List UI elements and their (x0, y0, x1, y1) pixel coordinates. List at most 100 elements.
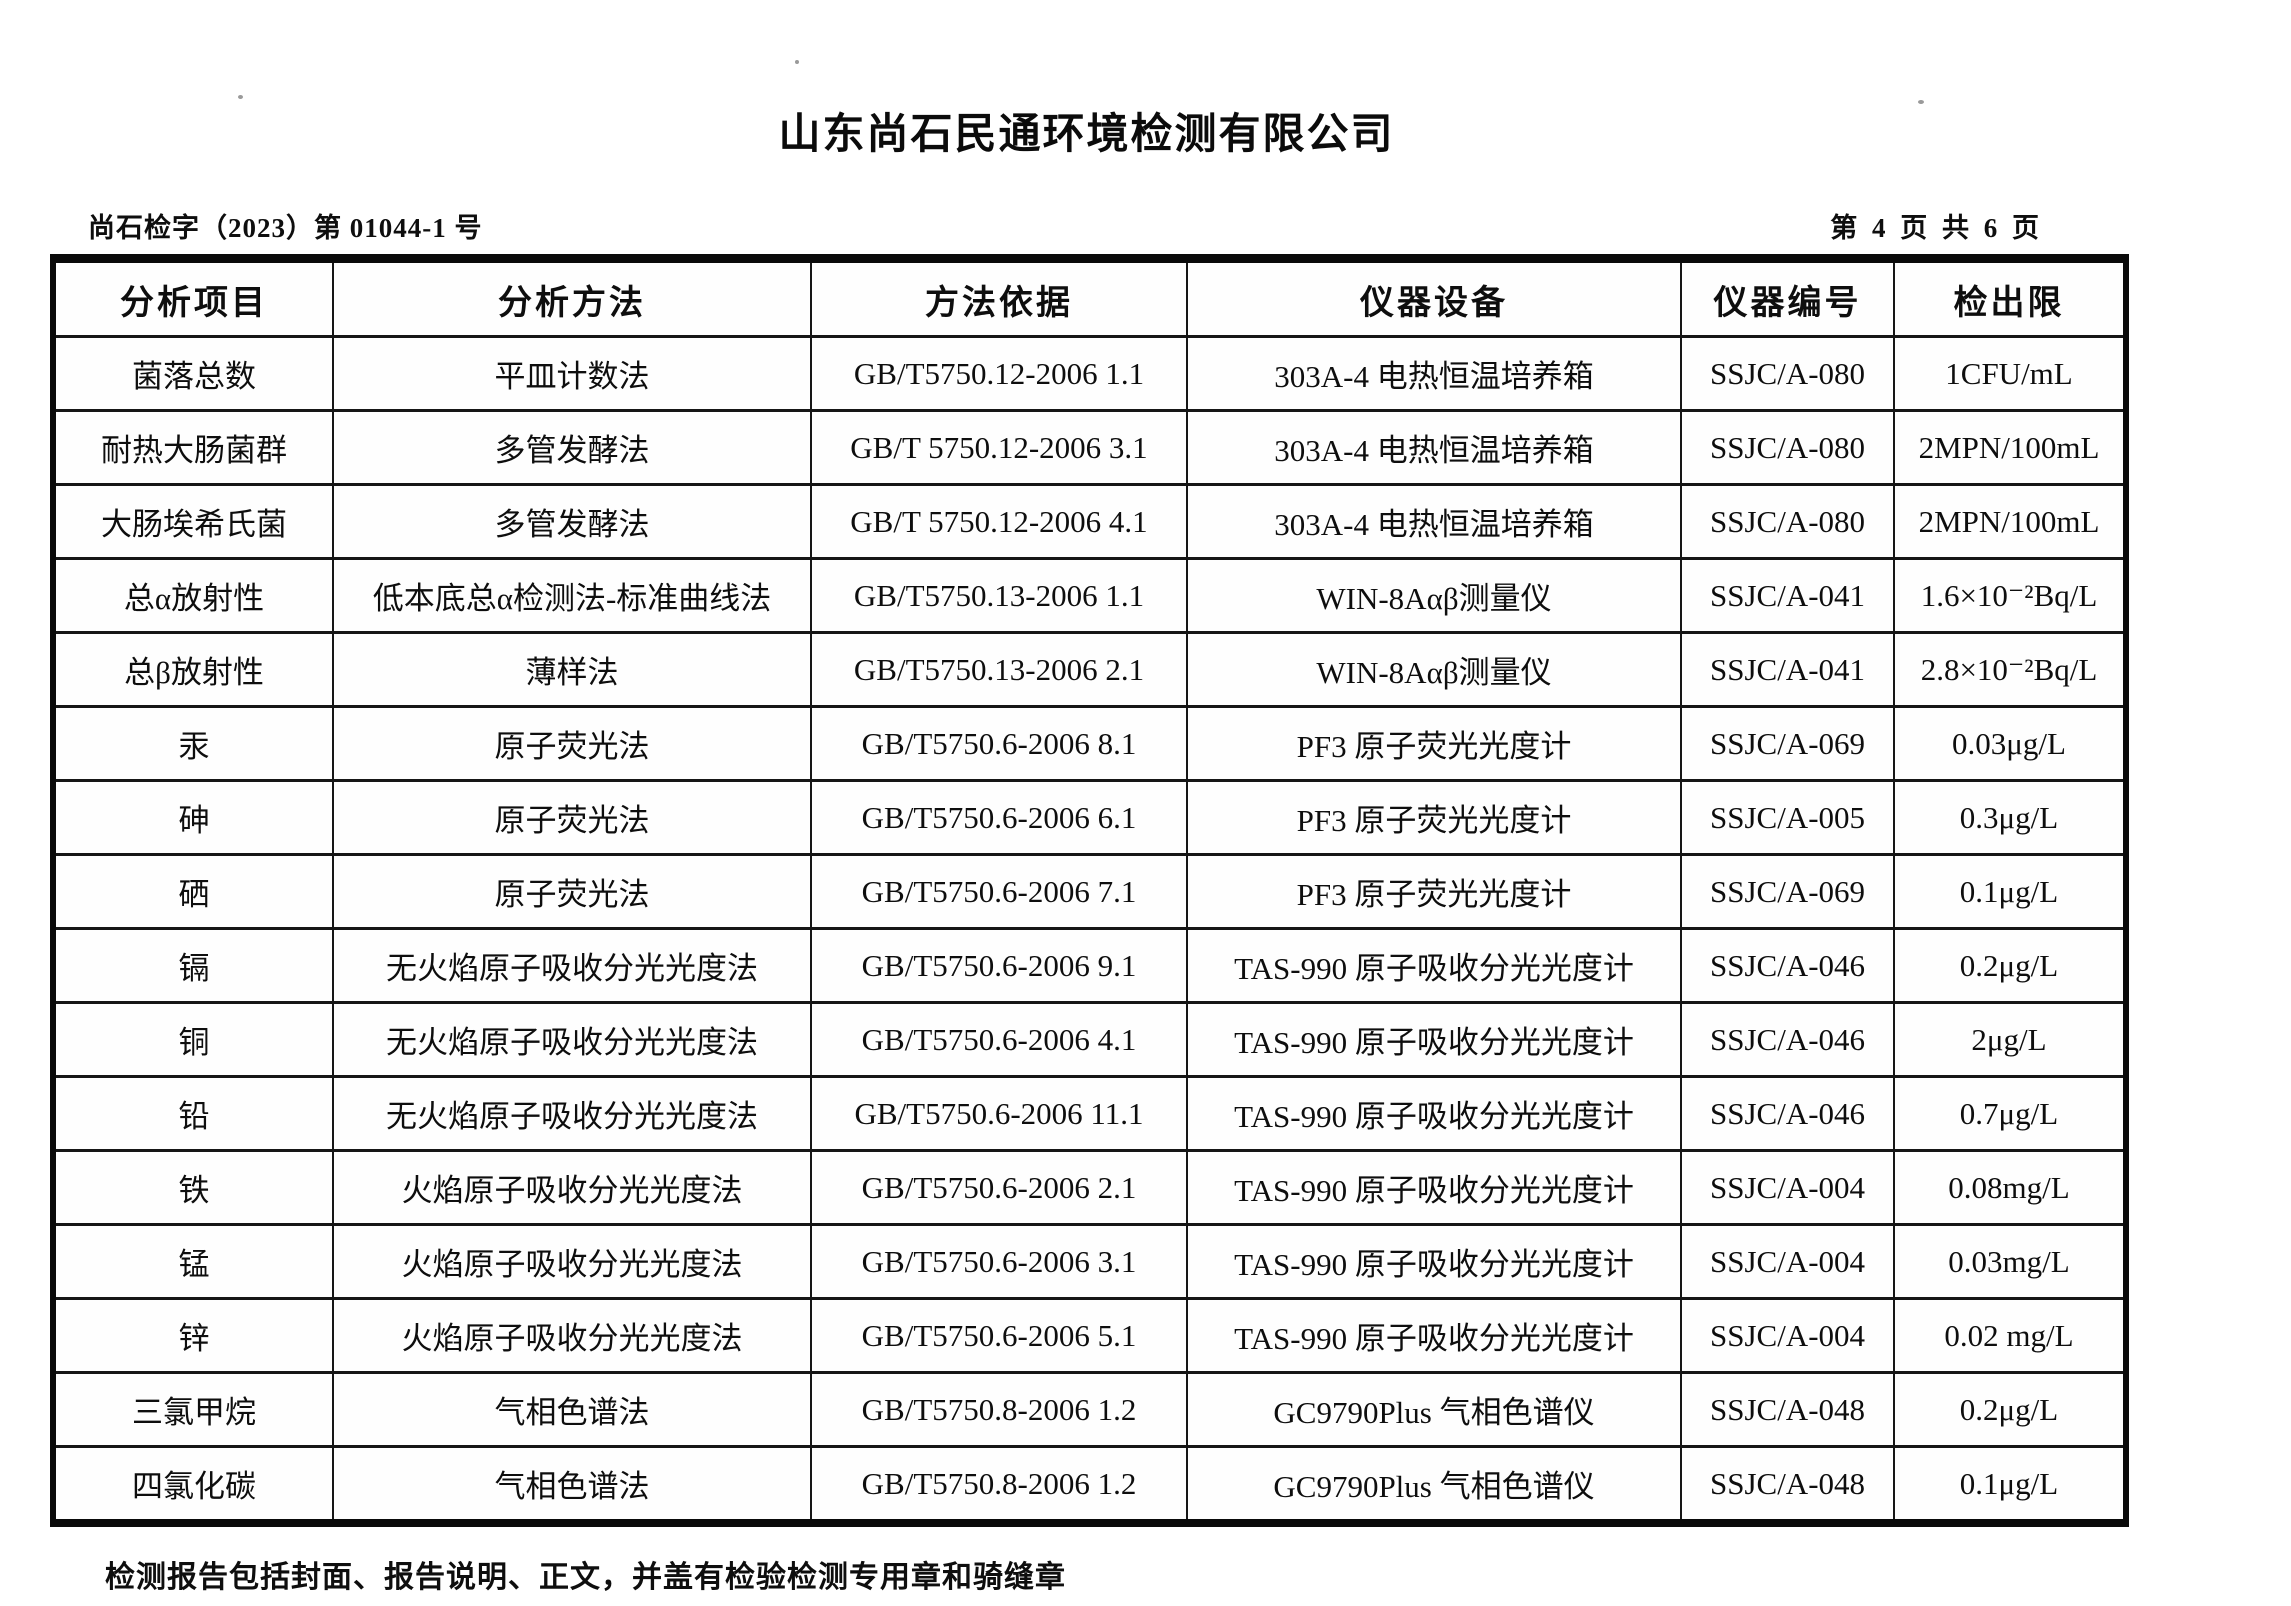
table-cell: 多管发酵法 (332, 483, 812, 560)
table-cell: 薄样法 (332, 631, 812, 708)
table-cell: SSJC/A-080 (1680, 409, 1895, 486)
table-row: 总α放射性 低本底总α检测法-标准曲线法 GB/T5750.13-2006 1.1 W… (52, 557, 2127, 634)
table-cell: 0.03mg/L (1893, 1223, 2127, 1300)
table-cell: GB/T 5750.12-2006 3.1 (810, 409, 1188, 486)
table-cell: 303A-4 电热恒温培养箱 (1186, 483, 1682, 560)
table-cell: TAS-990 原子吸收分光光度计 (1186, 927, 1682, 1004)
table-cell: 总α放射性 (52, 557, 334, 634)
table-cell: 0.2μg/L (1893, 927, 2127, 1004)
table-cell: GB/T5750.6-2006 9.1 (810, 927, 1188, 1004)
table-cell: PF3 原子荧光光度计 (1186, 779, 1682, 856)
table-cell: 1CFU/mL (1893, 335, 2127, 412)
table-cell: TAS-990 原子吸收分光光度计 (1186, 1001, 1682, 1078)
table-cell: SSJC/A-041 (1680, 557, 1895, 634)
footer-note: 检测报告包括封面、报告说明、正文，并盖有检验检测专用章和骑缝章 (105, 1561, 1066, 1594)
table-cell: 0.1μg/L (1893, 853, 2127, 930)
table-cell: SSJC/A-004 (1680, 1297, 1895, 1374)
column-header: 分析方法 (332, 257, 812, 338)
table-cell: SSJC/A-046 (1680, 927, 1895, 1004)
table-row: 总β放射性 薄样法 GB/T5750.13-2006 2.1 WIN-8Aαβ测量仪 S… (52, 631, 2127, 708)
table-cell: 镉 (52, 927, 334, 1004)
column-header: 方法依据 (810, 257, 1188, 338)
table-row: 镉无火焰原子吸收分光光度法 GB/T5750.6-2006 9.1 TAS-990 … (52, 927, 2127, 1004)
column-header: 分析项目 (52, 257, 334, 338)
table-cell: 火焰原子吸收分光光度法 (332, 1223, 812, 1300)
table-cell: 锰 (52, 1223, 334, 1300)
column-header: 检出限 (1893, 257, 2127, 338)
table-cell: 2MPN/100mL (1893, 483, 2127, 560)
table-cell: SSJC/A-048 (1680, 1371, 1895, 1448)
page-number-indicator: 第 4 页 共 6 页 (1830, 213, 2043, 243)
table-cell: GB/T5750.6-2006 8.1 (810, 705, 1188, 782)
methods-table-container: 分析项目 分析方法 方法依据 仪器设备 仪器编号 检出限 菌落总数 平皿计数法 GB/T575… (50, 254, 2129, 1527)
table-cell: 1.6×10⁻²Bq/L (1893, 557, 2127, 634)
table-cell: 硒 (52, 853, 334, 930)
table-row: 锌火焰原子吸收分光光度法 GB/T5750.6-2006 5.1 TAS-990 原… (52, 1297, 2127, 1374)
table-cell: SSJC/A-080 (1680, 335, 1895, 412)
table-cell: 大肠埃希氏菌 (52, 483, 334, 560)
meta-row: 尚石检字（2023）第 01044-1 号 第 4 页 共 6 页 (50, 206, 2123, 246)
table-cell: 菌落总数 (52, 335, 334, 412)
table-cell: 耐热大肠菌群 (52, 409, 334, 486)
table-cell: PF3 原子荧光光度计 (1186, 705, 1682, 782)
table-row: 三氯甲烷 气相色谱法 GB/T5750.8-2006 1.2 GC9790Plus 气… (52, 1371, 2127, 1448)
table-cell: GB/T5750.12-2006 1.1 (810, 335, 1188, 412)
table-cell: GC9790Plus 气相色谱仪 (1186, 1371, 1682, 1448)
table-cell: SSJC/A-080 (1680, 483, 1895, 560)
table-cell: 多管发酵法 (332, 409, 812, 486)
table-cell: 无火焰原子吸收分光光度法 (332, 1075, 812, 1152)
table-row: 铜无火焰原子吸收分光光度法 GB/T5750.6-2006 4.1 TAS-990 … (52, 1001, 2127, 1078)
table-cell: 2.8×10⁻²Bq/L (1893, 631, 2127, 708)
scan-speckle (238, 95, 243, 99)
table-cell: 0.2μg/L (1893, 1371, 2127, 1448)
document-number: 尚石检字（2023）第 01044-1 号 (88, 213, 483, 243)
table-cell: 铜 (52, 1001, 334, 1078)
table-cell: 0.7μg/L (1893, 1075, 2127, 1152)
table-cell: 303A-4 电热恒温培养箱 (1186, 409, 1682, 486)
table-row: 大肠埃希氏菌 多管发酵法 GB/T 5750.12-2006 4.1 303A-4 电… (52, 483, 2127, 560)
table-header-row: 分析项目 分析方法 方法依据 仪器设备 仪器编号 检出限 (52, 257, 2127, 338)
table-cell: GB/T5750.6-2006 5.1 (810, 1297, 1188, 1374)
table-cell: SSJC/A-005 (1680, 779, 1895, 856)
table-cell: TAS-990 原子吸收分光光度计 (1186, 1297, 1682, 1374)
table-row: 四氯化碳 气相色谱法 GB/T5750.8-2006 1.2 GC9790Plus 气… (52, 1445, 2127, 1525)
table-cell: 低本底总α检测法-标准曲线法 (332, 557, 812, 634)
table-cell: 火焰原子吸收分光光度法 (332, 1297, 812, 1374)
table-cell: 四氯化碳 (52, 1445, 334, 1525)
table-cell: 无火焰原子吸收分光光度法 (332, 1001, 812, 1078)
table-cell: SSJC/A-046 (1680, 1001, 1895, 1078)
table-cell: SSJC/A-004 (1680, 1223, 1895, 1300)
column-header: 仪器设备 (1186, 257, 1682, 338)
table-cell: 原子荧光法 (332, 705, 812, 782)
table-cell: 无火焰原子吸收分光光度法 (332, 927, 812, 1004)
column-header: 仪器编号 (1680, 257, 1895, 338)
table-row: 汞原子荧光法 GB/T5750.6-2006 8.1 PF3 原子荧光光度计 SSJC… (52, 705, 2127, 782)
table-cell: TAS-990 原子吸收分光光度计 (1186, 1075, 1682, 1152)
table-cell: TAS-990 原子吸收分光光度计 (1186, 1223, 1682, 1300)
table-cell: 气相色谱法 (332, 1445, 812, 1525)
table-row: 铅无火焰原子吸收分光光度法 GB/T5750.6-2006 11.1 TAS-990… (52, 1075, 2127, 1152)
table-cell: 汞 (52, 705, 334, 782)
table-cell: 0.3μg/L (1893, 779, 2127, 856)
table-cell: 气相色谱法 (332, 1371, 812, 1448)
table-cell: GC9790Plus 气相色谱仪 (1186, 1445, 1682, 1525)
table-cell: 2MPN/100mL (1893, 409, 2127, 486)
table-cell: GB/T5750.6-2006 3.1 (810, 1223, 1188, 1300)
table-cell: 303A-4 电热恒温培养箱 (1186, 335, 1682, 412)
table-cell: 铅 (52, 1075, 334, 1152)
table-cell: 锌 (52, 1297, 334, 1374)
table-cell: GB/T5750.6-2006 2.1 (810, 1149, 1188, 1226)
table-row: 硒原子荧光法 GB/T5750.6-2006 7.1 PF3 原子荧光光度计 SSJC… (52, 853, 2127, 930)
table-row: 耐热大肠菌群 多管发酵法 GB/T 5750.12-2006 3.1 303A-4 电… (52, 409, 2127, 486)
table-cell: 铁 (52, 1149, 334, 1226)
table-cell: 火焰原子吸收分光光度法 (332, 1149, 812, 1226)
table-cell: 平皿计数法 (332, 335, 812, 412)
table-cell: SSJC/A-041 (1680, 631, 1895, 708)
table-cell: GB/T5750.8-2006 1.2 (810, 1371, 1188, 1448)
table-cell: PF3 原子荧光光度计 (1186, 853, 1682, 930)
table-row: 锰火焰原子吸收分光光度法 GB/T5750.6-2006 3.1 TAS-990 原… (52, 1223, 2127, 1300)
scan-speckle (1918, 100, 1924, 104)
table-cell: GB/T5750.6-2006 11.1 (810, 1075, 1188, 1152)
page-title: 山东尚石民通环境检测有限公司 (778, 112, 1395, 158)
